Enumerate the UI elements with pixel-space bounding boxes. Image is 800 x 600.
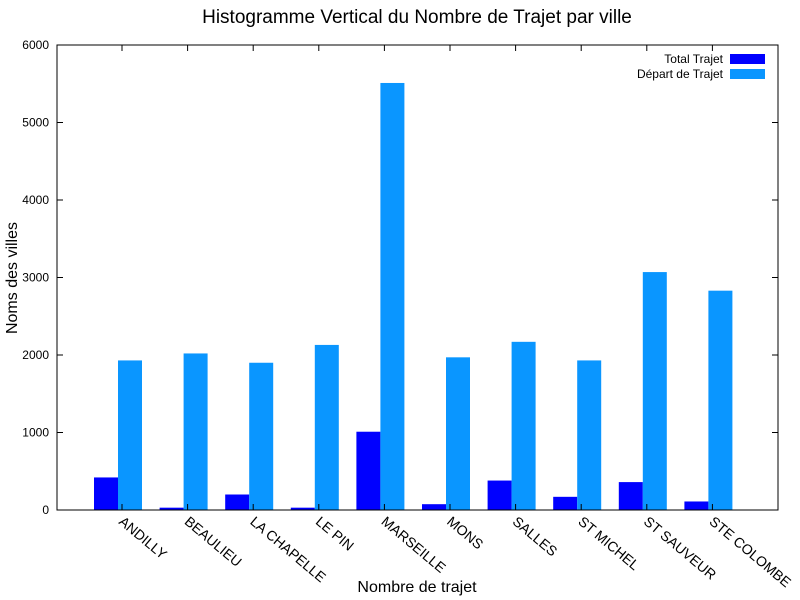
bar-total-trajet [290,507,315,510]
bar-depart-trajet [511,341,536,510]
bar-depart-trajet [314,344,339,510]
y-axis-label: Noms des villes [4,222,21,334]
bar-depart-trajet [183,353,208,510]
bar-depart-trajet [577,360,602,510]
y-tick-label: 4000 [22,193,49,207]
bar-depart-trajet [446,357,470,510]
category-label: LE PIN [313,513,357,554]
y-tick-label: 3000 [22,271,49,285]
category-label: MONS [444,513,486,552]
bar-total-trajet [618,482,643,510]
bar-depart-trajet [642,272,667,510]
legend-swatch [730,54,765,64]
bar-depart-trajet [380,82,405,510]
category-label: ANDILLY [116,513,171,563]
bar-total-trajet [422,504,446,510]
bars-group [94,82,733,510]
y-tick-label: 1000 [22,426,49,440]
bar-total-trajet [487,480,512,510]
category-label: SALLES [510,513,561,559]
bar-total-trajet [225,494,250,510]
y-tick-label: 0 [42,503,49,517]
legend-label: Départ de Trajet [637,67,724,81]
x-axis-label: Nombre de trajet [357,579,477,596]
legend-label: Total Trajet [664,52,723,66]
category-label: ST MICHEL [575,513,642,573]
category-label: BEAULIEU [182,513,245,570]
bar-total-trajet [553,496,578,510]
chart-title: Histogramme Vertical du Nombre de Trajet… [202,7,632,28]
y-tick-label: 5000 [22,116,49,130]
bar-total-trajet [356,431,381,510]
legend-swatch [730,69,765,79]
bar-total-trajet [94,477,118,510]
bar-depart-trajet [708,290,733,510]
category-label: STE COLOMBE [706,513,794,590]
bar-depart-trajet [118,360,142,510]
plot-frame [56,44,779,511]
bar-total-trajet [684,501,709,510]
bar-depart-trajet [249,362,274,510]
y-tick-label: 2000 [22,348,49,362]
bar-total-trajet [159,507,184,510]
category-label: MARSEILLE [378,513,448,576]
y-tick-label: 6000 [22,38,49,52]
